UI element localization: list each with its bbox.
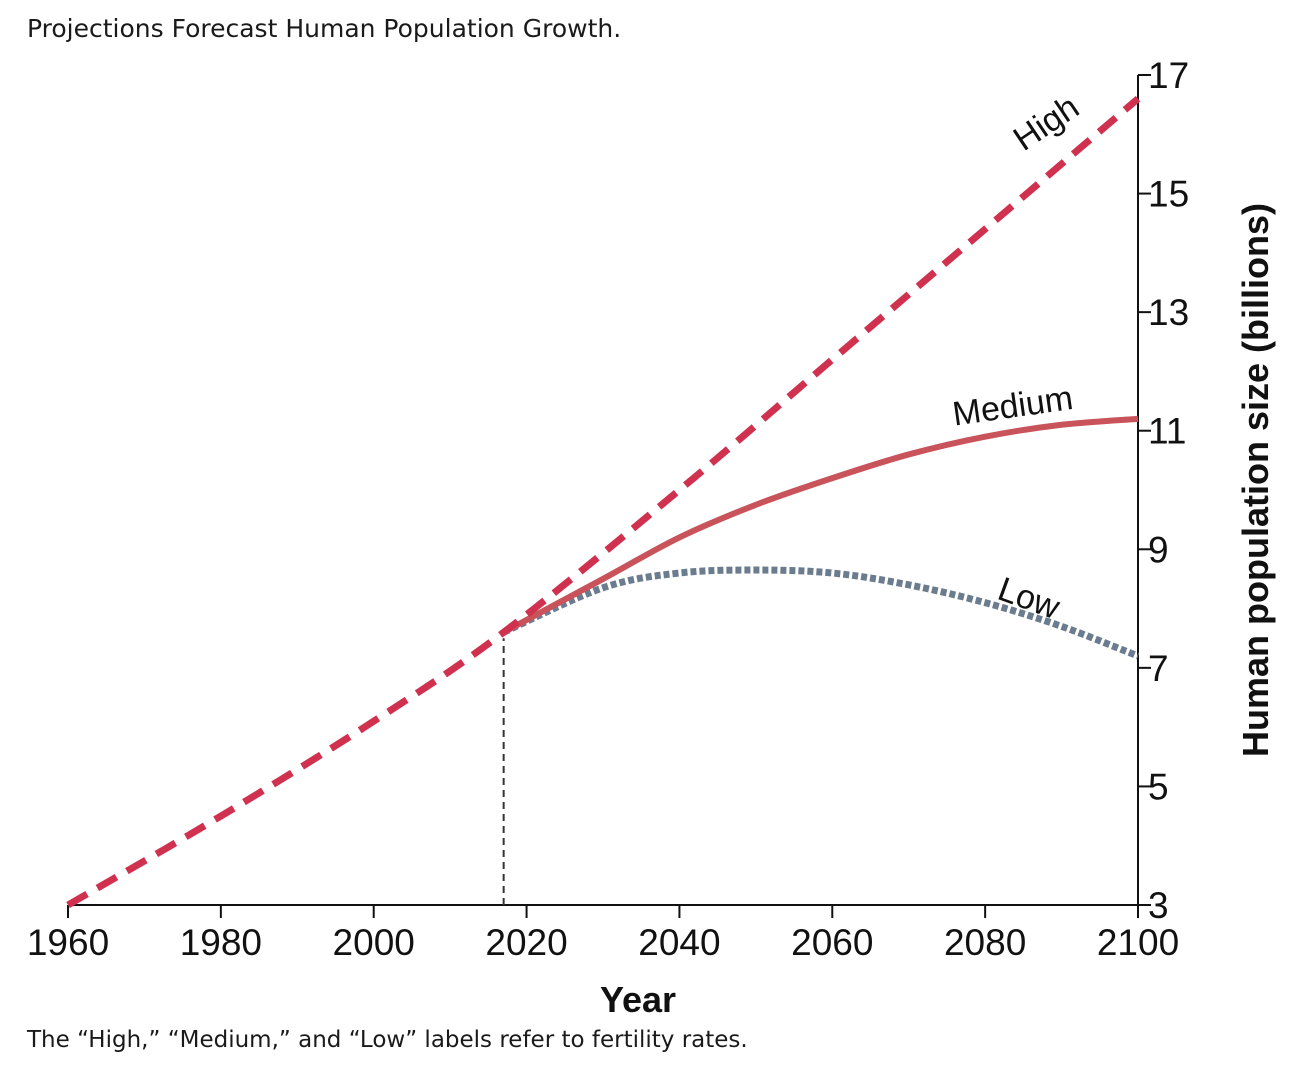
x-axis-title: Year bbox=[600, 979, 676, 1020]
series-line-high bbox=[66, 96, 1141, 909]
figure-title: Projections Forecast Human Population Gr… bbox=[27, 14, 622, 43]
figure-caption: The “High,” “Medium,” and “Low” labels r… bbox=[27, 1027, 748, 1053]
x-tick-label: 2020 bbox=[485, 922, 567, 963]
x-tick-label: 2000 bbox=[333, 922, 415, 963]
series-line-low bbox=[502, 566, 1140, 660]
y-tick-label: 13 bbox=[1148, 292, 1189, 333]
y-tick-label: 15 bbox=[1148, 174, 1189, 215]
y-tick-label: 11 bbox=[1148, 411, 1186, 452]
y-tick-label: 7 bbox=[1148, 648, 1169, 689]
x-tick-label: 2100 bbox=[1097, 922, 1179, 963]
y-tick-label: 3 bbox=[1148, 885, 1169, 926]
y-tick-label: 17 bbox=[1148, 55, 1189, 96]
x-tick-label: 2060 bbox=[791, 922, 873, 963]
y-axis-title: Human population size (billions) bbox=[1235, 203, 1276, 757]
x-tick-label: 1980 bbox=[180, 922, 262, 963]
x-tick-label: 2080 bbox=[944, 922, 1026, 963]
y-tick-label: 9 bbox=[1148, 529, 1169, 570]
x-tick-label: 1960 bbox=[27, 922, 109, 963]
series-label-high: High bbox=[1007, 88, 1086, 159]
x-tick-label: 2040 bbox=[638, 922, 720, 963]
series-lines bbox=[66, 96, 1141, 909]
y-tick-label: 5 bbox=[1148, 766, 1169, 807]
series-label-low: Low bbox=[993, 570, 1065, 627]
series-line-medium bbox=[502, 415, 1139, 635]
